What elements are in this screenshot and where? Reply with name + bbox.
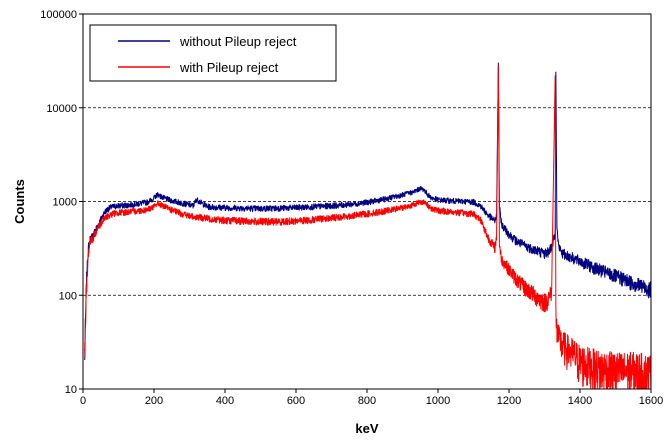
axis-ticks: 0 200 400 600 800 1000 1200 1400 1600 10 100 1000 10… <box>40 9 663 407</box>
x-tick-label: 1200 <box>497 395 521 407</box>
legend-box <box>89 24 337 82</box>
x-tick-label: 1400 <box>568 395 592 407</box>
x-tick-label: 800 <box>358 395 376 407</box>
x-tick-label: 1000 <box>426 395 450 407</box>
legend: without Pileup reject with Pileup reject <box>89 24 337 82</box>
legend-label-without-pileup: without Pileup reject <box>179 34 297 49</box>
x-tick-label: 600 <box>287 395 305 407</box>
y-tick-label: 10 <box>65 384 77 396</box>
legend-label-with-pileup: with Pileup reject <box>179 60 279 75</box>
series-line-with-pileup <box>84 65 652 390</box>
y-tick-label: 1000 <box>53 197 77 209</box>
y-tick-label: 100 <box>59 290 77 302</box>
x-tick-label: 1600 <box>639 395 663 407</box>
x-tick-label: 400 <box>216 395 234 407</box>
y-tick-label: 100000 <box>40 9 77 21</box>
y-axis-title: Counts <box>12 179 27 224</box>
y-tick-label: 10000 <box>46 103 77 115</box>
series-line-without-pileup <box>84 62 652 361</box>
x-tick-label: 200 <box>145 395 163 407</box>
x-axis-title: keV <box>355 421 378 436</box>
x-tick-label: 0 <box>80 395 86 407</box>
series-lines <box>84 62 652 390</box>
